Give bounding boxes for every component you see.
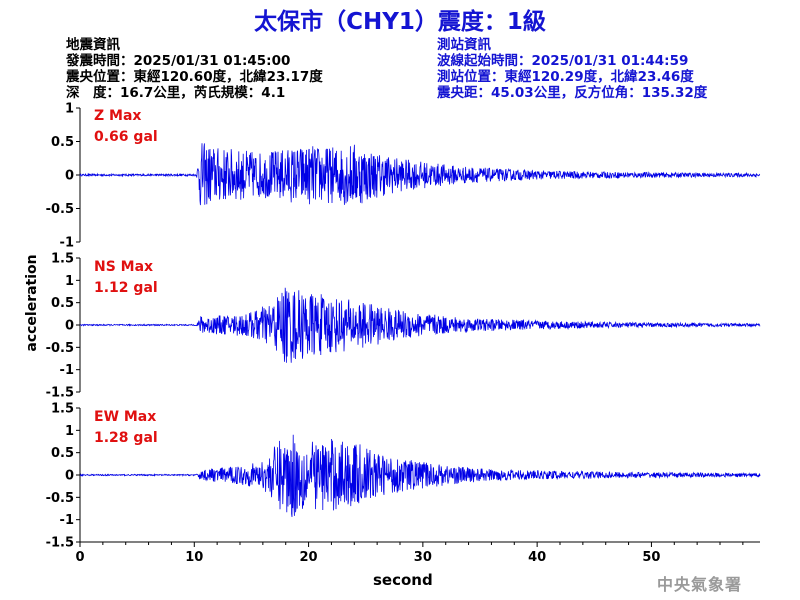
page-title: 太保市（CHY1）震度：1級 <box>254 9 546 35</box>
agency-watermark: 中央氣象署 <box>657 575 743 594</box>
depth-magnitude: 深 度：16.7公里，芮氏規模：4.1 <box>66 85 286 101</box>
x-tick-label: 10 <box>185 550 203 565</box>
ew-y-tick-label: -0.5 <box>46 491 74 506</box>
z-y-tick-label: 0 <box>65 169 74 184</box>
z-waveform <box>79 143 761 206</box>
y-axis-label: acceleration <box>24 254 40 352</box>
ew-y-tick-label: 0.5 <box>51 446 74 461</box>
station-info: 測站資訊 波線起始時間：2025/01/31 01:44:59 測站位置：東經1… <box>437 37 707 101</box>
x-tick-label: 20 <box>300 550 318 565</box>
wave-start-time: 波線起始時間：2025/01/31 01:44:59 <box>437 53 689 69</box>
origin-time: 發震時間：2025/01/31 01:45:00 <box>66 53 291 69</box>
ew-y-tick-label: 1.5 <box>51 402 74 417</box>
station-info-heading: 測站資訊 <box>437 37 491 53</box>
ew-waveform <box>79 434 761 517</box>
earthquake-info-heading: 地震資訊 <box>66 37 120 53</box>
ew-y-tick-label: -1.5 <box>46 536 74 551</box>
ns-y-tick-label: 0 <box>65 319 74 334</box>
x-tick-label: 50 <box>642 550 660 565</box>
x-tick-label: 40 <box>528 550 546 565</box>
ns-y-tick-label: 0.5 <box>51 296 74 311</box>
ns-y-tick-label: 1 <box>65 274 74 289</box>
station-location: 測站位置：東經120.29度，北緯23.46度 <box>437 69 694 85</box>
z-max-value: 0.66 gal <box>94 129 158 145</box>
ew-component-name: EW Max <box>94 409 157 425</box>
epicenter-location: 震央位置：東經120.60度，北緯23.17度 <box>66 69 323 85</box>
z-y-tick-label: 1 <box>65 102 74 117</box>
z-component-name: Z Max <box>94 108 142 124</box>
ns-waveform <box>79 287 761 363</box>
earthquake-info: 地震資訊 發震時間：2025/01/31 01:45:00 震央位置：東經120… <box>66 37 323 101</box>
ew-y-tick-label: 0 <box>65 469 74 484</box>
x-tick-label: 30 <box>414 550 432 565</box>
x-axis-label: second <box>373 571 433 589</box>
z-y-tick-label: -0.5 <box>46 202 74 217</box>
ns-y-tick-label: 1.5 <box>51 252 74 267</box>
x-tick-label: 0 <box>75 550 84 565</box>
ns-y-tick-label: -0.5 <box>46 341 74 356</box>
ns-component-name: NS Max <box>94 259 154 275</box>
ew-max-value: 1.28 gal <box>94 430 158 446</box>
ns-y-tick-label: -1 <box>60 363 74 378</box>
ew-y-tick-label: 1 <box>65 424 74 439</box>
ew-y-tick-label: -1 <box>60 513 74 528</box>
epicentral-distance-azimuth: 震央距：45.03公里，反方位角：135.32度 <box>437 85 708 101</box>
z-max-label: Z Max 0.66 gal <box>94 106 158 148</box>
z-y-tick-label: -1 <box>60 236 74 251</box>
ew-max-label: EW Max 1.28 gal <box>94 407 158 449</box>
z-y-tick-label: 0.5 <box>51 135 74 150</box>
ns-y-tick-label: -1.5 <box>46 386 74 401</box>
ns-max-label: NS Max 1.12 gal <box>94 257 158 299</box>
ns-max-value: 1.12 gal <box>94 280 158 296</box>
